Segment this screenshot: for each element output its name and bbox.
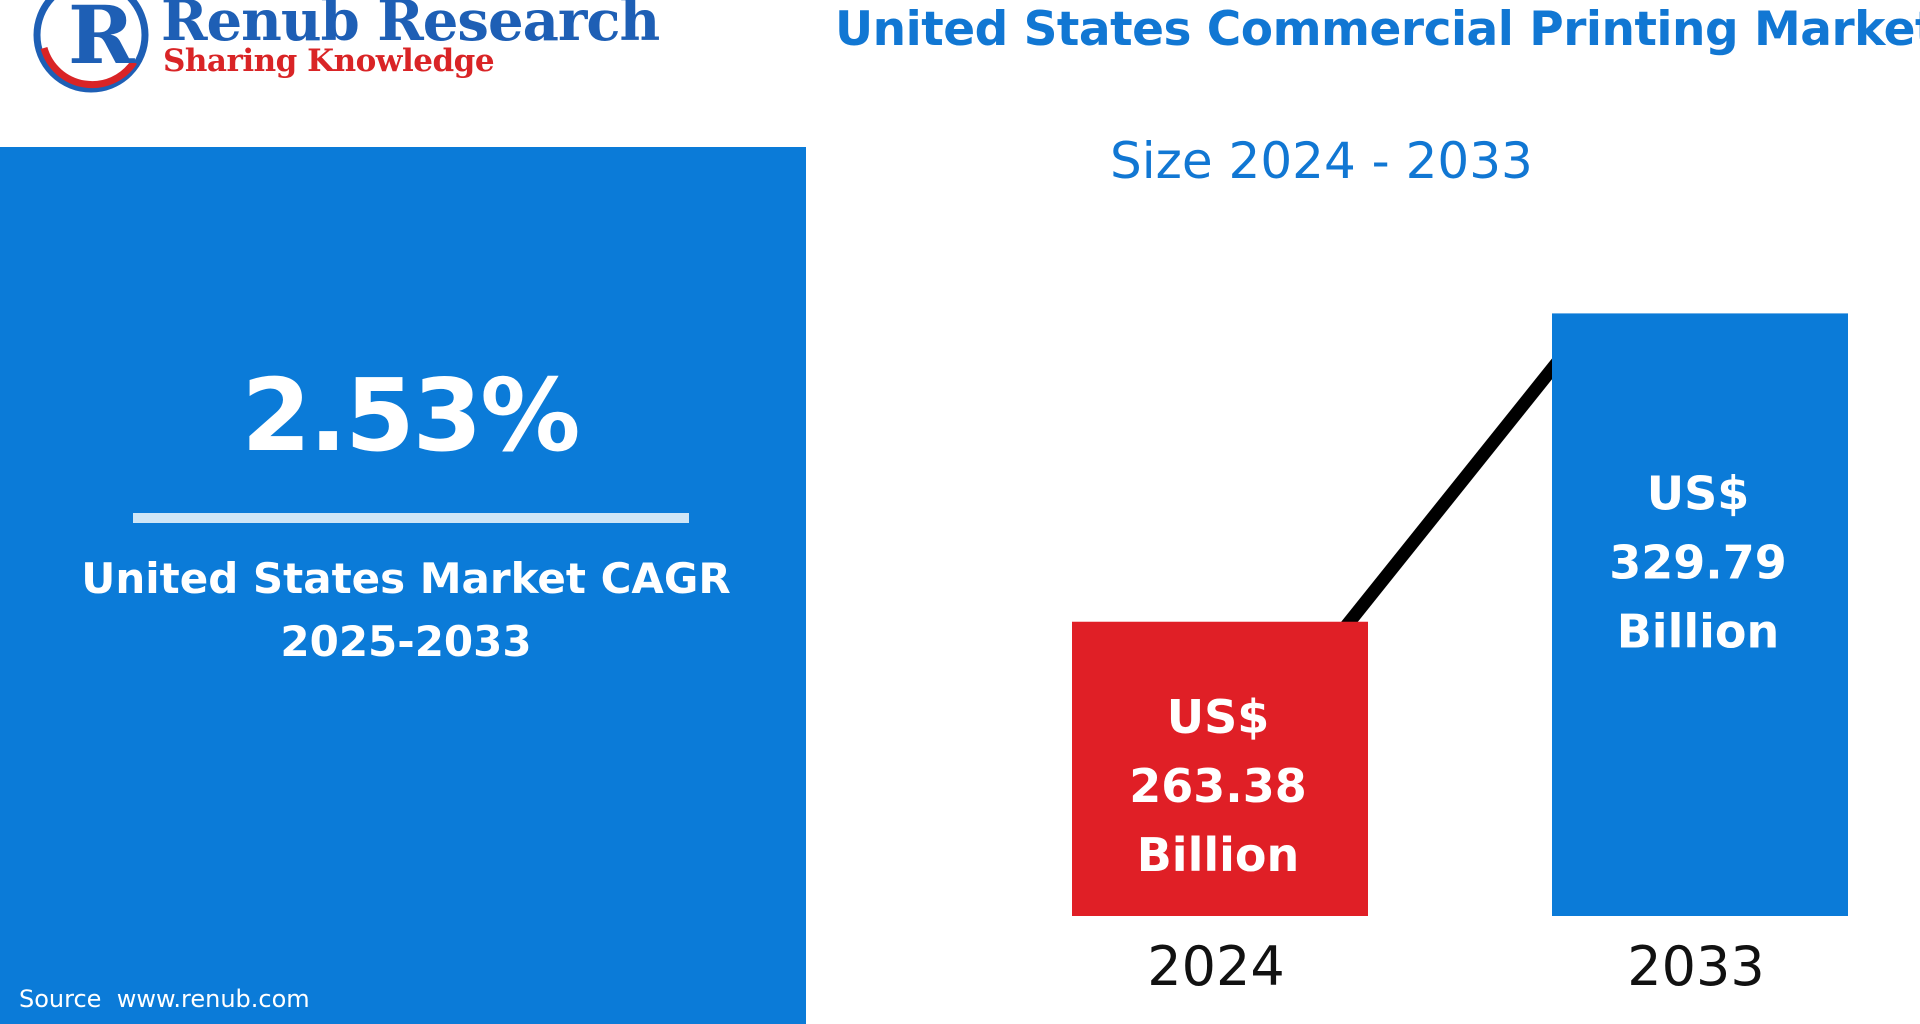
trend-line xyxy=(1334,317,1596,638)
bar-value-label-2024-line-2: 263.38 xyxy=(1129,759,1307,813)
svg-text:R: R xyxy=(68,0,135,82)
renub-logo-icon: R xyxy=(33,0,149,93)
x-tick-label-2024: 2024 xyxy=(1147,935,1284,998)
x-tick-label-2033: 2033 xyxy=(1627,935,1764,998)
bar-value-label-2033-line-1: US$ xyxy=(1647,466,1750,520)
bar-2024 xyxy=(1072,621,1368,916)
cagr-label-line-2: 2025-2033 xyxy=(280,617,532,666)
chart-title: United States Commercial Printing Market xyxy=(835,2,1920,57)
cagr-label: United States Market CAGR 2025-2033 xyxy=(0,547,812,673)
brand-tagline: Sharing Knowledge xyxy=(163,43,495,79)
cagr-label-line-1: United States Market CAGR xyxy=(81,554,731,603)
source-note: Source www.renub.com xyxy=(19,985,310,1013)
bar-value-label-2033-line-2: 329.79 xyxy=(1609,535,1787,589)
brand-logo: R Renub Research Sharing Knowledge xyxy=(26,0,660,100)
cagr-value: 2.53% xyxy=(241,357,581,474)
bar-value-label-2024-line-3: Billion xyxy=(1137,828,1299,882)
bar-value-label-2033-line-3: Billion xyxy=(1617,604,1779,658)
bar-value-label-2024-line-1: US$ xyxy=(1167,690,1270,744)
cagr-divider xyxy=(133,513,689,523)
bar-2033 xyxy=(1552,313,1848,916)
chart-subtitle: Size 2024 - 2033 xyxy=(1110,132,1533,190)
brand-name: Renub Research xyxy=(161,0,660,54)
cagr-panel: 2.53% United States Market CAGR 2025-203… xyxy=(0,147,806,1024)
